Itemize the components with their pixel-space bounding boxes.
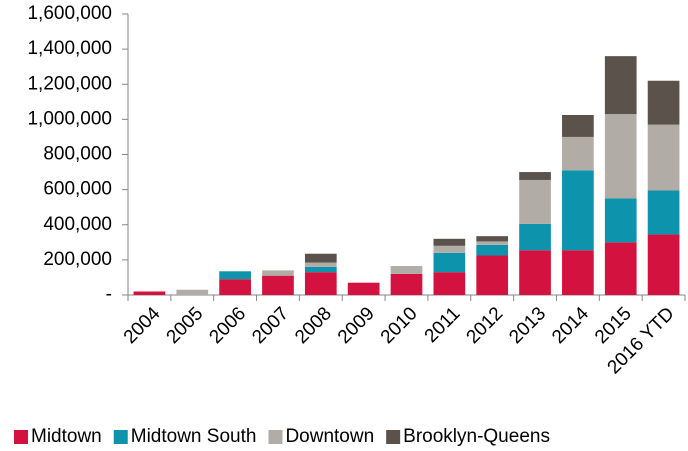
bar-segment bbox=[476, 255, 509, 295]
legend-label: Midtown bbox=[31, 426, 102, 447]
bar-segment bbox=[562, 136, 594, 171]
y-tick-label: 1,600,000 bbox=[27, 3, 112, 24]
bar-segment bbox=[433, 238, 466, 246]
x-tick-label: 2013 bbox=[505, 303, 550, 348]
bar-segment bbox=[519, 250, 551, 295]
x-tick-label: 2008 bbox=[291, 303, 336, 348]
bar-segment bbox=[133, 291, 166, 295]
bar-segment bbox=[304, 262, 337, 267]
legend-swatch bbox=[386, 430, 401, 444]
bar-segment bbox=[433, 252, 466, 273]
y-tick-label: - bbox=[106, 284, 112, 305]
bar-segment bbox=[562, 114, 594, 137]
bar-segment bbox=[562, 170, 594, 251]
bar-segment bbox=[647, 190, 680, 235]
y-tick-label: 200,000 bbox=[43, 249, 112, 270]
bar-segment bbox=[433, 272, 466, 295]
bar-segment bbox=[433, 245, 466, 253]
bar-segment bbox=[176, 289, 209, 295]
bar-segment bbox=[604, 56, 637, 115]
y-tick-label: 800,000 bbox=[43, 144, 112, 165]
legend-label: Brooklyn-Queens bbox=[403, 426, 550, 447]
legend-swatch bbox=[268, 430, 283, 444]
bar-segment bbox=[219, 279, 251, 295]
x-tick-label: 2014 bbox=[548, 303, 593, 348]
bar-segment bbox=[476, 244, 509, 256]
bar-segment bbox=[604, 114, 637, 199]
y-tick-label: 400,000 bbox=[43, 214, 112, 235]
bar-segment bbox=[262, 275, 294, 295]
bar-segment bbox=[519, 179, 551, 224]
bar-segment bbox=[604, 198, 637, 243]
x-tick-label: 2010 bbox=[377, 303, 422, 348]
legend-label: Midtown South bbox=[131, 426, 257, 447]
bar-segment bbox=[390, 273, 423, 295]
y-tick-label: 600,000 bbox=[43, 179, 112, 200]
bar-segment bbox=[604, 242, 637, 295]
y-tick-label: 1,200,000 bbox=[27, 73, 112, 94]
bar-segment bbox=[262, 270, 294, 276]
legend-swatch bbox=[14, 430, 28, 444]
bar-segment bbox=[304, 272, 337, 295]
y-tick-label: 1,000,000 bbox=[27, 108, 112, 129]
bar-segment bbox=[562, 250, 594, 295]
legend-label: Downtown bbox=[285, 426, 374, 447]
bar-segment bbox=[647, 234, 680, 295]
legend-swatch bbox=[113, 430, 128, 444]
bar-segment bbox=[347, 282, 380, 295]
bar-segment bbox=[304, 253, 337, 263]
x-tick-label: 2011 bbox=[421, 303, 465, 347]
x-tick-label: 2006 bbox=[205, 303, 250, 348]
x-tick-label: 2009 bbox=[334, 303, 379, 348]
x-tick-label: 2007 bbox=[248, 303, 293, 348]
y-tick-label: 1,400,000 bbox=[27, 38, 112, 59]
bar-segment bbox=[390, 266, 423, 274]
bar-segment bbox=[476, 241, 509, 245]
x-tick-label: 2005 bbox=[163, 303, 208, 348]
x-tick-label: 2012 bbox=[463, 303, 508, 348]
bar-segment bbox=[647, 124, 680, 191]
bar-segment bbox=[304, 266, 337, 273]
bar-segment bbox=[647, 80, 680, 125]
bar-segment bbox=[476, 236, 509, 242]
bar-segment bbox=[219, 271, 251, 280]
x-tick-label: 2004 bbox=[120, 303, 165, 348]
bar-segment bbox=[519, 172, 551, 180]
bar-segment bbox=[519, 223, 551, 251]
